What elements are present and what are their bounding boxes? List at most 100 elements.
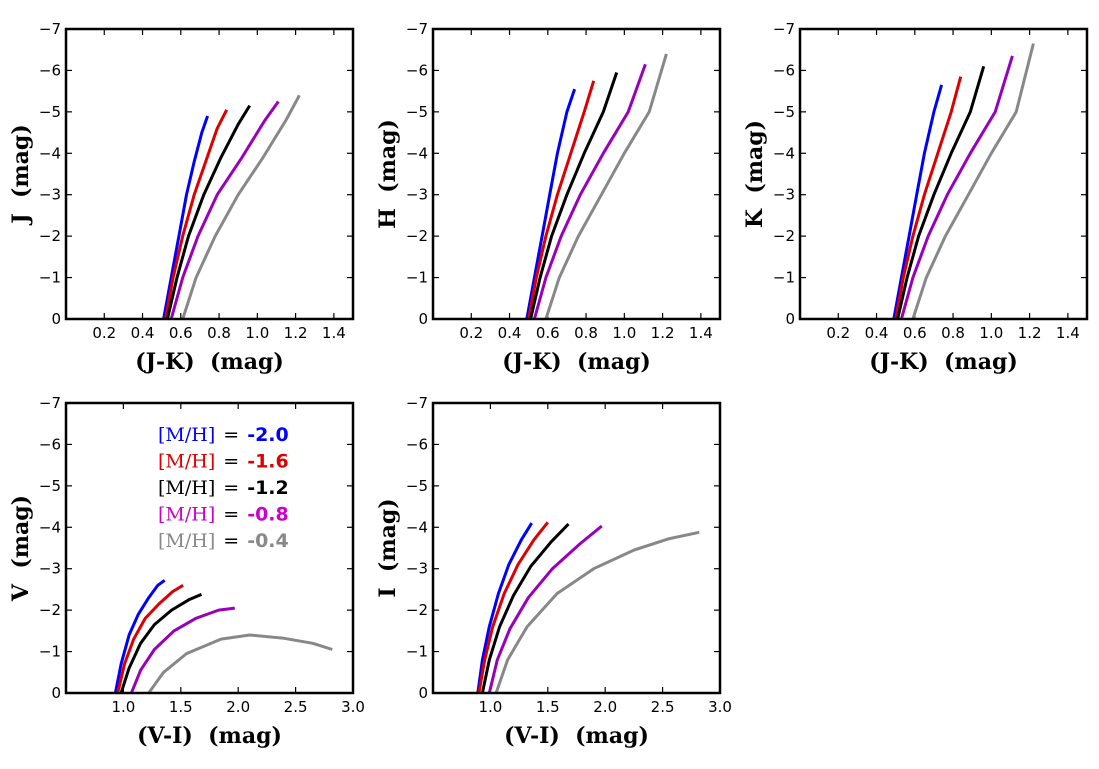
x-tick-label: 1.4 bbox=[1056, 324, 1080, 342]
legend-label: [M/H] bbox=[158, 504, 215, 526]
panel-3: 0 −1 −2 −3 −4 −5 −6 −7 1.0 1.5 2.0 2.5 3.0 (V-I) (mag… bbox=[8, 394, 365, 749]
axes-frame bbox=[431, 401, 722, 695]
x-tick-label: 0.4 bbox=[498, 324, 522, 342]
x-tick-label: 1.2 bbox=[284, 324, 308, 342]
series-group bbox=[113, 579, 333, 694]
series-group bbox=[525, 53, 668, 320]
legend-label: [M/H] bbox=[158, 451, 215, 473]
y-tick-label: −7 bbox=[39, 20, 61, 38]
x-tick-label: 1.2 bbox=[651, 324, 675, 342]
y-tick-label: −3 bbox=[406, 186, 428, 204]
panel-2: 0 −1 −2 −3 −4 −5 −6 −7 0.2 0.4 0.6 0.8 1.0 1.2 1.4 (J-K… bbox=[742, 20, 1089, 375]
y-tick-label: 0 bbox=[785, 310, 795, 328]
x-tick-label: 0.6 bbox=[536, 324, 560, 342]
series-line-m-h-0-4 bbox=[494, 530, 700, 694]
y-tick-label: −2 bbox=[406, 227, 428, 245]
x-tick-label: 1.5 bbox=[169, 698, 193, 716]
y-tick-label: −5 bbox=[39, 103, 61, 121]
y-tick-label: −1 bbox=[39, 643, 61, 661]
y-tick-label: −3 bbox=[406, 560, 428, 578]
x-tick-label: 1.0 bbox=[111, 698, 135, 716]
x-tick-label: 1.2 bbox=[1018, 324, 1042, 342]
y-tick-label: 0 bbox=[418, 310, 428, 328]
x-tick-label: 1.4 bbox=[322, 324, 346, 342]
series-line-m-h-2-0 bbox=[525, 88, 577, 320]
legend-value: -2.0 bbox=[247, 424, 289, 446]
series-line-m-h-1-2 bbox=[896, 65, 986, 320]
x-tick-label: 0.2 bbox=[826, 324, 850, 342]
legend-entry: [M/H] = -0.4 bbox=[158, 530, 289, 552]
legend-equals: = bbox=[223, 504, 239, 526]
series-line-m-h-0-8 bbox=[899, 55, 1014, 320]
y-tick-label: −5 bbox=[406, 103, 428, 121]
x-axis-label: (J-K) (mag) bbox=[502, 349, 651, 375]
y-tick-label: −6 bbox=[406, 435, 428, 453]
y-tick-label: −2 bbox=[773, 227, 795, 245]
x-tick-label: 0.8 bbox=[574, 324, 598, 342]
axes-frame bbox=[64, 27, 355, 321]
legend-equals: = bbox=[223, 424, 239, 446]
legend-entry: [M/H] = -0.8 bbox=[158, 504, 289, 526]
axes-frame bbox=[64, 401, 355, 695]
series-group bbox=[162, 94, 301, 320]
y-tick-label: −4 bbox=[406, 518, 428, 536]
legend-equals: = bbox=[223, 477, 239, 499]
y-tick-label: −2 bbox=[39, 601, 61, 619]
legend-equals: = bbox=[223, 451, 239, 473]
y-axis-label: I (mag) bbox=[375, 498, 401, 597]
series-line-m-h-0-4 bbox=[911, 43, 1035, 320]
legend-label: [M/H] bbox=[158, 530, 215, 552]
y-tick-label: −7 bbox=[773, 20, 795, 38]
x-tick-label: 2.0 bbox=[226, 698, 250, 716]
x-tick-label: 1.0 bbox=[612, 324, 636, 342]
series-line-m-h-1-2 bbox=[480, 522, 570, 694]
series-group bbox=[476, 521, 700, 694]
x-tick-label: 0.2 bbox=[92, 324, 116, 342]
x-axis-label: (J-K) (mag) bbox=[135, 349, 284, 375]
series-line-m-h-1-6 bbox=[164, 109, 229, 320]
legend-value: -1.2 bbox=[247, 477, 289, 499]
series-line-m-h-2-0 bbox=[113, 579, 166, 694]
x-tick-label: 0.2 bbox=[459, 324, 483, 342]
series-line-m-h-0-8 bbox=[169, 100, 280, 320]
series-line-m-h-1-2 bbox=[165, 104, 251, 320]
y-tick-label: −6 bbox=[39, 61, 61, 79]
y-tick-label: −3 bbox=[39, 186, 61, 204]
y-tick-label: −4 bbox=[39, 144, 61, 162]
y-tick-label: −5 bbox=[39, 477, 61, 495]
y-axis-label: J (mag) bbox=[8, 124, 34, 225]
y-tick-label: −3 bbox=[39, 560, 61, 578]
series-line-m-h-1-6 bbox=[894, 76, 963, 320]
series-line-m-h-2-0 bbox=[476, 522, 533, 694]
series-group bbox=[892, 43, 1035, 320]
x-tick-label: 1.5 bbox=[536, 698, 560, 716]
axes-frame bbox=[798, 27, 1089, 321]
y-tick-label: −5 bbox=[406, 477, 428, 495]
y-tick-label: −2 bbox=[406, 601, 428, 619]
panels: 0 −1 −2 −3 −4 −5 −6 −7 0.2 0.4 0.6 0.8 1.0 1.2 1.4 (J-K… bbox=[8, 20, 1089, 749]
series-line-m-h-0-4 bbox=[147, 633, 333, 694]
x-tick-label: 0.6 bbox=[903, 324, 927, 342]
x-tick-label: 0.6 bbox=[169, 324, 193, 342]
series-line-m-h-0-8 bbox=[487, 524, 603, 694]
legend-entry: [M/H] = -1.2 bbox=[158, 477, 289, 499]
x-tick-label: 3.0 bbox=[341, 698, 365, 716]
y-tick-label: 0 bbox=[51, 684, 61, 702]
y-tick-label: −1 bbox=[406, 643, 428, 661]
series-line-m-h-0-4 bbox=[544, 53, 668, 320]
series-line-m-h-1-6 bbox=[527, 80, 596, 320]
y-tick-label: −1 bbox=[39, 269, 61, 287]
legend: [M/H] = -2.0 [M/H] = -1.6 [M/H] = -1.2 [M/H] = -0.8… bbox=[158, 424, 289, 552]
y-axis-label: H (mag) bbox=[375, 119, 401, 229]
y-axis-label: K (mag) bbox=[742, 120, 768, 228]
y-tick-label: 0 bbox=[418, 684, 428, 702]
x-tick-label: 0.4 bbox=[865, 324, 889, 342]
panel-1: 0 −1 −2 −3 −4 −5 −6 −7 0.2 0.4 0.6 0.8 1.0 1.2 1.4 (J-K… bbox=[375, 20, 722, 375]
y-tick-label: 0 bbox=[51, 310, 61, 328]
x-tick-label: 2.5 bbox=[284, 698, 308, 716]
y-tick-label: −3 bbox=[773, 186, 795, 204]
series-line-m-h-0-8 bbox=[532, 63, 647, 320]
panel-4: 0 −1 −2 −3 −4 −5 −6 −7 1.0 1.5 2.0 2.5 3.0 (V-I) (mag… bbox=[375, 394, 732, 749]
x-tick-label: 0.8 bbox=[941, 324, 965, 342]
